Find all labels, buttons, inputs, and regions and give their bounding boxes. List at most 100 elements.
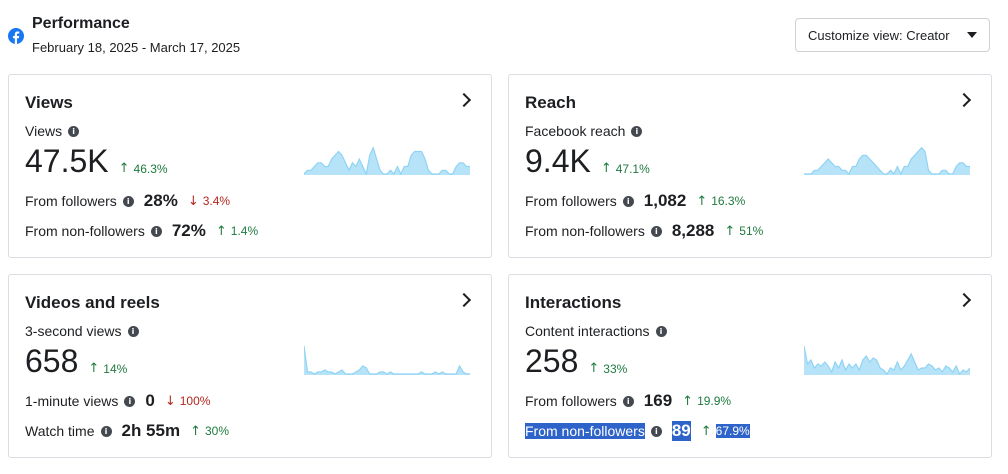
card-title: Views xyxy=(25,93,73,112)
arrow-up-icon: ↑ xyxy=(118,161,130,176)
metric-delta: ↑ 47.1% xyxy=(601,161,650,176)
sparkline-area xyxy=(304,147,470,175)
sparkline xyxy=(304,345,470,375)
info-icon[interactable]: i xyxy=(150,225,162,237)
sparkline-area xyxy=(304,346,470,375)
delta-text: 51% xyxy=(739,224,764,238)
metric-label-text: 3-second views xyxy=(25,323,122,339)
arrow-up-icon: ↑ xyxy=(700,423,712,439)
sparkline-line xyxy=(304,345,470,375)
row-delta: ↓ 100% xyxy=(165,394,211,409)
sparkline-line xyxy=(804,146,970,175)
metric-value: 47.5K xyxy=(25,143,109,179)
arrow-down-icon: ↓ xyxy=(164,393,176,409)
delta-text: 14% xyxy=(103,361,128,376)
row-value: 72% xyxy=(171,221,206,240)
info-icon[interactable]: i xyxy=(124,395,136,407)
breakdown-row-non-followers: From non-followers i 89 ↑ 67.9% xyxy=(525,421,750,441)
date-range[interactable]: February 18, 2025 - March 17, 2025 xyxy=(32,40,241,55)
delta-text: 33% xyxy=(603,361,628,376)
metric-label: 3-second views i xyxy=(25,323,139,339)
card-views[interactable]: Views Views i 47.5K ↑ 46.3% From followers… xyxy=(8,74,492,258)
delta-text: 1.4% xyxy=(230,224,259,238)
info-icon[interactable]: i xyxy=(650,425,662,437)
chevron-right-icon[interactable] xyxy=(956,92,972,108)
metric-value-group: 258 ↑ 33% xyxy=(525,343,627,380)
sparkline-line xyxy=(804,345,970,375)
row-value: 8,288 xyxy=(671,221,715,240)
arrow-down-icon: ↓ xyxy=(187,193,199,209)
row-delta: ↓ 3.4% xyxy=(188,194,230,209)
row-value: 2h 55m xyxy=(121,421,181,440)
info-icon[interactable]: i xyxy=(68,125,80,137)
metric-label-text: Facebook reach xyxy=(525,123,626,139)
metric-label-text: Views xyxy=(25,123,63,139)
chevron-right-icon[interactable] xyxy=(956,292,972,308)
customize-view-dropdown[interactable]: Customize view: Creator xyxy=(795,18,990,52)
card-title: Reach xyxy=(525,93,577,112)
row-label: From non-followers xyxy=(525,423,645,439)
facebook-icon xyxy=(8,28,24,44)
breakdown-row-followers: From followers i 169 ↑ 19.9% xyxy=(525,391,731,411)
row-label: From non-followers xyxy=(25,223,145,239)
metric-value-group: 658 ↑ 14% xyxy=(25,343,127,380)
card-reach[interactable]: Reach Facebook reach i 9.4K ↑ 47.1% From f… xyxy=(508,74,992,258)
metric-delta: ↑ 33% xyxy=(588,361,627,376)
metric-value: 658 xyxy=(25,343,79,379)
info-icon[interactable]: i xyxy=(622,195,634,207)
metric-delta: ↑ 14% xyxy=(88,361,127,376)
delta-text: 30% xyxy=(205,424,230,438)
sparkline-line xyxy=(304,146,470,175)
arrow-up-icon: ↑ xyxy=(215,223,227,239)
metric-label: Views i xyxy=(25,123,80,139)
delta-text: 3.4% xyxy=(202,194,231,208)
breakdown-row-1-minute-views: 1-minute views i 0 ↓ 100% xyxy=(25,391,210,411)
row-label: From followers xyxy=(525,393,617,409)
sparkline-area xyxy=(804,147,970,175)
row-value: 28% xyxy=(143,191,178,210)
info-icon[interactable]: i xyxy=(655,325,667,337)
card-title: Interactions xyxy=(525,293,622,312)
row-value: 169 xyxy=(643,391,673,410)
row-delta: ↑ 67.9% xyxy=(701,424,750,439)
chevron-right-icon[interactable] xyxy=(456,292,472,308)
metric-label: Content interactions i xyxy=(525,323,667,339)
metric-delta: ↑ 46.3% xyxy=(119,161,168,176)
card-title: Videos and reels xyxy=(25,293,160,312)
arrow-up-icon: ↑ xyxy=(88,361,100,376)
sparkline xyxy=(804,146,970,175)
chevron-right-icon[interactable] xyxy=(456,92,472,108)
row-value: 0 xyxy=(145,391,155,410)
delta-text: 47.1% xyxy=(615,161,650,176)
info-icon[interactable]: i xyxy=(650,225,662,237)
row-delta: ↑ 51% xyxy=(724,224,763,239)
breakdown-row-followers: From followers i 28% ↓ 3.4% xyxy=(25,191,230,211)
row-label: 1-minute views xyxy=(25,393,119,409)
info-icon[interactable]: i xyxy=(622,395,634,407)
metric-value: 258 xyxy=(525,343,579,379)
row-label: From followers xyxy=(25,193,117,209)
customize-view-label: Customize view: Creator xyxy=(808,27,950,43)
arrow-up-icon: ↑ xyxy=(588,361,600,376)
row-delta: ↑ 16.3% xyxy=(696,194,745,209)
card-interactions[interactable]: Interactions Content interactions i 258 ↑… xyxy=(508,274,992,458)
card-videos-and-reels[interactable]: Videos and reels 3-second views i 658 ↑ 14… xyxy=(8,274,492,458)
arrow-up-icon: ↑ xyxy=(696,193,708,209)
sparkline xyxy=(804,345,970,375)
metric-label-text: Content interactions xyxy=(525,323,650,339)
info-icon[interactable]: i xyxy=(127,325,139,337)
breakdown-row-followers: From followers i 1,082 ↑ 16.3% xyxy=(525,191,745,211)
metric-value: 9.4K xyxy=(525,143,591,179)
delta-text: 46.3% xyxy=(133,161,168,176)
info-icon[interactable]: i xyxy=(631,125,643,137)
arrow-up-icon: ↑ xyxy=(600,161,612,176)
arrow-up-icon: ↑ xyxy=(190,423,201,439)
metric-label: Facebook reach i xyxy=(525,123,643,139)
row-value: 1,082 xyxy=(643,191,687,210)
info-icon[interactable]: i xyxy=(122,195,134,207)
page-header: Performance February 18, 2025 - March 17… xyxy=(0,0,1008,64)
info-icon[interactable]: i xyxy=(100,425,112,437)
caret-down-icon xyxy=(967,32,977,38)
row-value: 89 xyxy=(671,421,691,441)
arrow-up-icon: ↑ xyxy=(682,393,694,409)
